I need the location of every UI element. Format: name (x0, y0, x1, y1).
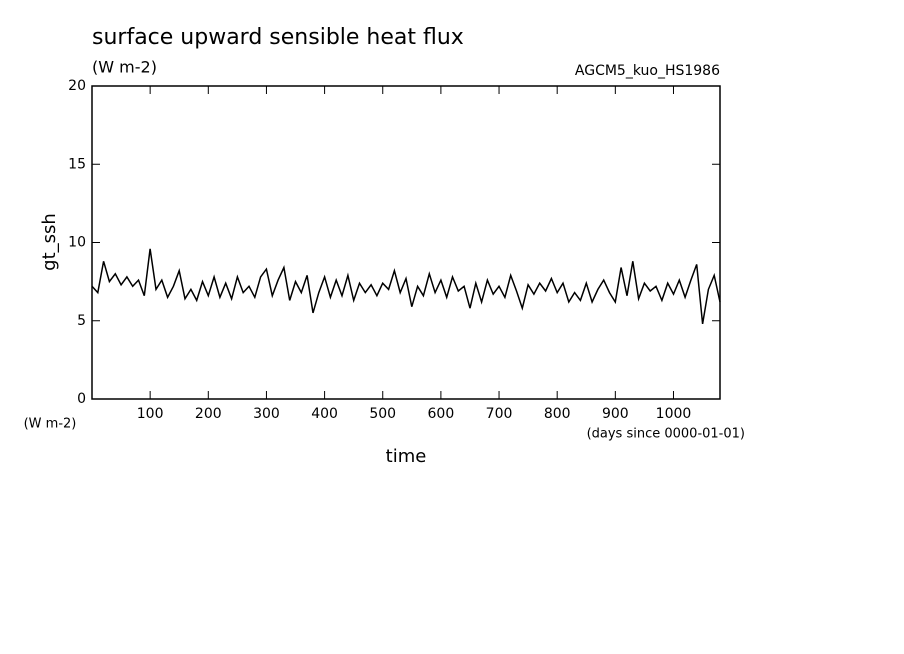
annotation: AGCM5_kuo_HS1986 (575, 63, 720, 79)
chart-subtitle: (W m-2) (92, 58, 157, 77)
y-tick-label: 5 (77, 313, 86, 329)
data-line (91, 248, 721, 325)
x-tick-label: 800 (544, 406, 571, 422)
x-tick-label: 900 (602, 406, 629, 422)
x-tick-label: 1000 (656, 406, 692, 422)
x-tick-label: 200 (195, 406, 222, 422)
y-tick-label: 0 (77, 391, 86, 407)
y-tick-label: 20 (68, 78, 86, 94)
chart-title: surface upward sensible heat flux (92, 25, 464, 50)
x-axis-label: time (386, 446, 427, 467)
x-tick-label: 600 (428, 406, 455, 422)
x-tick-label: 700 (486, 406, 513, 422)
x-tick-label: 500 (369, 406, 396, 422)
x-tick-label: 400 (311, 406, 338, 422)
y-axis-label: gt_ssh (39, 213, 60, 271)
plot-frame (91, 85, 721, 400)
y-units: (W m-2) (24, 417, 77, 432)
x-tick-label: 100 (137, 406, 164, 422)
x-tick-label: 300 (253, 406, 280, 422)
y-tick-label: 10 (68, 235, 86, 251)
y-tick-label: 15 (68, 156, 86, 172)
x-units: (days since 0000-01-01) (587, 427, 745, 442)
